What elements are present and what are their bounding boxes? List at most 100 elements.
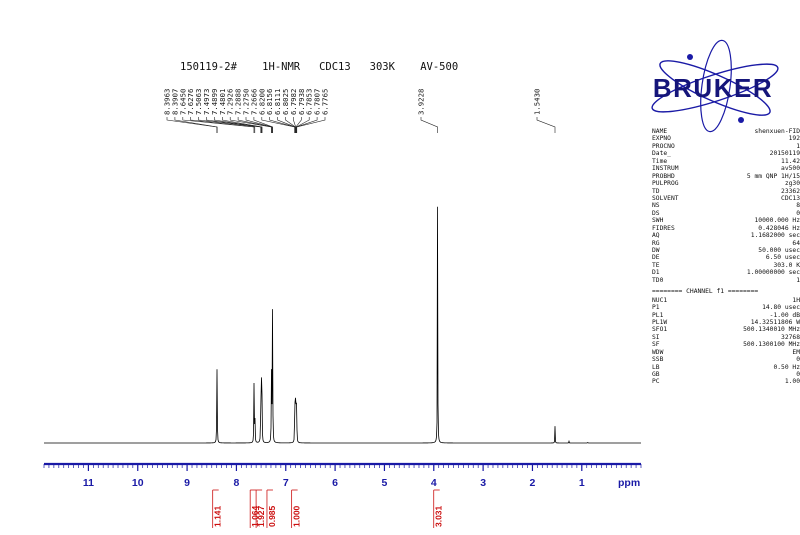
peak-label: 7.2926 xyxy=(226,89,235,115)
peak-label: 3.9228 xyxy=(417,89,426,115)
peak-label: 6.8200 xyxy=(257,89,266,115)
param-key: TD xyxy=(652,187,660,195)
peak-connector xyxy=(222,117,263,133)
param-value: EM xyxy=(792,348,800,356)
channel-header: ======== CHANNEL f1 ======== xyxy=(652,288,759,296)
param-key: PL1 xyxy=(652,311,664,319)
param-row: DS 0 xyxy=(652,210,800,217)
peak-connector xyxy=(198,117,262,133)
spectrum-trace xyxy=(44,206,641,444)
param-key: PULPROG xyxy=(652,180,679,188)
integral-value: 3.031 xyxy=(434,505,444,527)
peak-label: 7.2888 xyxy=(234,89,243,115)
param-value: 1H xyxy=(792,296,800,304)
peak-connector xyxy=(190,117,256,133)
peak-label: 7.2666 xyxy=(249,89,258,115)
tick-label: 2 xyxy=(530,477,536,489)
param-row: PROBHD 5 mm QNP 1H/15 xyxy=(652,173,800,180)
peak-connector xyxy=(237,117,272,133)
param-value: 1.00000000 sec xyxy=(746,269,800,277)
peak-connector xyxy=(206,117,262,133)
param-key: WDW xyxy=(652,348,664,356)
param-value: 14.80 usec xyxy=(762,304,800,312)
peak-connector xyxy=(174,117,218,133)
param-value: 10000.000 Hz xyxy=(754,217,800,225)
param-row: SWH 10000.000 Hz xyxy=(652,217,800,224)
tick-label: 5 xyxy=(382,477,388,489)
param-value: 11.42 xyxy=(781,157,800,165)
tick-labels: 11 10 9 8 7 6 5 4 3 2 1 xyxy=(83,464,585,489)
peak-label: 6.7853 xyxy=(305,89,314,115)
tick-label: 9 xyxy=(184,477,190,489)
param-value: 303.0 K xyxy=(773,261,800,269)
logo-text: BRUKER xyxy=(653,73,773,103)
param-value: 192 xyxy=(788,135,800,143)
peak-label: 6.8156 xyxy=(265,89,274,115)
peak-label: 6.8111 xyxy=(273,89,282,115)
tick-label: 1 xyxy=(579,477,585,489)
param-row: SSB 0 xyxy=(652,356,800,363)
param-key: PL1W xyxy=(652,318,668,326)
param-value: zg30 xyxy=(784,180,800,188)
param-key: TE xyxy=(652,261,660,269)
param-value: 1.00 xyxy=(784,378,800,386)
param-key: SOLVENT xyxy=(652,194,679,202)
peak-labels: 8.39638.39077.64507.62767.50637.49737.48… xyxy=(163,89,556,133)
peak-connector xyxy=(253,117,273,133)
peak-connector xyxy=(214,117,262,133)
ppm-axis: 11 10 9 8 7 6 5 4 3 2 1 ppm xyxy=(43,462,642,489)
tick-label: 11 xyxy=(83,477,94,489)
param-key: SFO1 xyxy=(652,326,668,334)
param-value: 50.000 usec xyxy=(758,247,800,254)
param-value: 1.1682000 sec xyxy=(750,232,800,240)
param-row: LB 0.50 Hz xyxy=(652,364,800,371)
param-value: 0 xyxy=(796,371,800,378)
param-value: 0 xyxy=(796,356,800,364)
param-row: PL1 -1.00 dB xyxy=(652,312,800,319)
peak-connector xyxy=(296,117,326,133)
param-row: P1 14.80 usec xyxy=(652,304,800,311)
peak-connector xyxy=(536,117,556,133)
param-key: DE xyxy=(652,254,660,262)
peak-connector xyxy=(182,117,255,133)
param-key: INSTRUM xyxy=(652,165,679,173)
param-row: NS 8 xyxy=(652,202,800,209)
param-row: PULPROG zg30 xyxy=(652,180,800,187)
param-value: CDC13 xyxy=(781,194,800,202)
param-key: NAME xyxy=(652,128,668,135)
tick-label: 3 xyxy=(480,477,486,489)
peak-connector xyxy=(420,117,438,133)
peak-label: 7.4801 xyxy=(218,89,227,115)
param-key: FIDRES xyxy=(652,224,675,232)
param-value: 14.32511806 W xyxy=(750,318,800,326)
param-key: P1 xyxy=(652,304,660,312)
param-row: SFO1 500.1340010 MHz xyxy=(652,326,800,333)
param-key: RG xyxy=(652,239,660,247)
param-row: Date_ 20150119 xyxy=(652,150,800,157)
param-value: 32768 xyxy=(781,333,800,341)
integral-value: 0.985 xyxy=(267,505,277,527)
peak-connector xyxy=(245,117,273,133)
param-row: AQ 1.1682000 sec xyxy=(652,232,800,239)
tick-label: 8 xyxy=(233,477,239,489)
param-row: PL1W 14.32511806 W xyxy=(652,319,800,326)
param-value: 500.1300100 MHz xyxy=(743,341,800,349)
param-value: 500.1340010 MHz xyxy=(743,326,800,334)
logo-orbit-1 xyxy=(651,63,779,113)
peak-label: 7.4899 xyxy=(210,89,219,115)
param-row: D1 1.00000000 sec xyxy=(652,269,800,276)
logo-orbit-2 xyxy=(659,60,771,116)
param-key: LB xyxy=(652,363,660,371)
param-key: Date_ xyxy=(652,150,671,158)
param-key: SWH xyxy=(652,217,664,225)
peak-label: 7.4973 xyxy=(202,89,211,115)
param-row: TE 303.0 K xyxy=(652,262,800,269)
param-key: SF xyxy=(652,341,660,349)
param-value: 0 xyxy=(796,209,800,217)
peak-connector xyxy=(269,117,296,133)
peak-label: 6.8025 xyxy=(281,89,290,115)
param-row: RG 64 xyxy=(652,240,800,247)
peak-label: 7.5063 xyxy=(194,89,203,115)
param-row: SF 500.1300100 MHz xyxy=(652,341,800,348)
tick-label: 7 xyxy=(283,477,289,489)
